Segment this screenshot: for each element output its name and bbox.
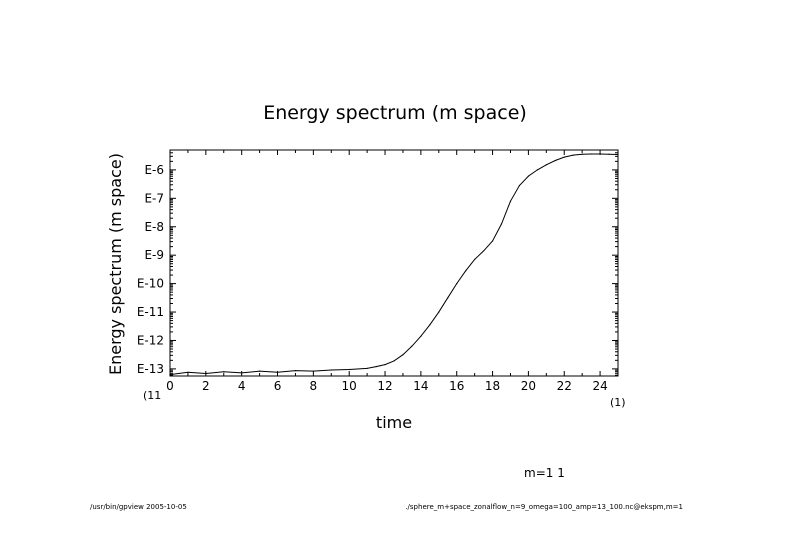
series-point bbox=[500, 223, 503, 225]
series-point bbox=[483, 250, 485, 252]
x-tick-label: 0 bbox=[166, 379, 174, 393]
series-point bbox=[545, 164, 547, 166]
y-tick-label: E-6 bbox=[144, 163, 164, 177]
series-point bbox=[491, 240, 494, 242]
series-point bbox=[276, 371, 279, 373]
x-tick-label: 4 bbox=[238, 379, 246, 393]
series-point bbox=[456, 283, 458, 285]
x-tick-label: 6 bbox=[274, 379, 282, 393]
y-tick-label: E-10 bbox=[137, 277, 164, 291]
series-point bbox=[375, 366, 377, 368]
y-axis-label: Energy spectrum (m space) bbox=[106, 153, 125, 375]
series-point bbox=[348, 368, 350, 371]
x-tick-label: 22 bbox=[557, 379, 572, 393]
x-tick-label: 20 bbox=[521, 379, 536, 393]
x-tick-label: 18 bbox=[485, 379, 500, 393]
series-point bbox=[411, 345, 413, 347]
y-tick-label: E-11 bbox=[137, 305, 164, 319]
x-tick-label: 8 bbox=[310, 379, 318, 393]
series-point bbox=[330, 369, 332, 371]
footer-left: /usr/bin/gpview 2005-10-05 bbox=[90, 503, 187, 511]
series-point bbox=[438, 311, 440, 313]
series-point bbox=[518, 184, 521, 187]
x-tick-label: 24 bbox=[592, 379, 607, 393]
series-layer bbox=[169, 153, 619, 376]
series-point bbox=[312, 370, 314, 372]
footer-right: ./sphere_m+space_zonalflow_n=9_omega=100… bbox=[405, 503, 683, 511]
y-tick-label: E-9 bbox=[144, 248, 164, 262]
series-point bbox=[205, 372, 207, 375]
series-point bbox=[572, 154, 574, 156]
x-tick-label: 14 bbox=[413, 379, 428, 393]
chart-title: Energy spectrum (m space) bbox=[263, 102, 527, 124]
series-point bbox=[554, 159, 556, 162]
series-point bbox=[402, 354, 404, 356]
series-point bbox=[429, 324, 431, 326]
series-point bbox=[384, 364, 386, 366]
y-axis: E-13 E-12 E-11 E-10 E-9 E-8 E-7 E-6 bbox=[137, 149, 618, 376]
series-point bbox=[536, 169, 538, 171]
y-tick-label: E-8 bbox=[144, 220, 164, 234]
series-point bbox=[617, 153, 619, 156]
series-point bbox=[241, 372, 243, 374]
x-tick-label: 12 bbox=[377, 379, 392, 393]
series-point bbox=[527, 175, 530, 177]
series-point bbox=[608, 153, 610, 155]
x-origin-marker: (11 bbox=[143, 389, 161, 402]
series-point bbox=[366, 367, 368, 369]
x-axis-label: time bbox=[376, 413, 412, 432]
x-tick-label: 10 bbox=[342, 379, 357, 393]
series-point bbox=[599, 153, 601, 155]
y-tick-label: E-13 bbox=[137, 362, 164, 376]
series-point bbox=[590, 153, 592, 155]
x-tick-label: 16 bbox=[449, 379, 464, 393]
series-point bbox=[465, 270, 467, 272]
series-point bbox=[420, 335, 422, 337]
x-axis: 0 2 4 6 8 10 12 14 16 18 20 22 24 bbox=[166, 150, 619, 393]
plot-frame bbox=[169, 149, 619, 377]
series-point bbox=[447, 297, 449, 299]
y-tick-label: E-7 bbox=[144, 191, 164, 205]
series-point bbox=[259, 370, 261, 372]
series-point bbox=[563, 156, 565, 158]
legend-label: m=1 1 bbox=[524, 466, 565, 480]
series-point bbox=[187, 371, 189, 373]
series-point bbox=[509, 200, 512, 202]
series-point bbox=[169, 373, 171, 376]
series-point bbox=[581, 153, 583, 155]
x-unit-marker: (1) bbox=[610, 396, 626, 409]
series-point bbox=[294, 369, 297, 372]
series-point bbox=[393, 360, 395, 362]
x-tick-label: 2 bbox=[202, 379, 210, 393]
series-point bbox=[223, 371, 225, 373]
series-line bbox=[169, 153, 619, 376]
series-point bbox=[474, 258, 476, 261]
y-tick-label: E-12 bbox=[137, 333, 164, 347]
